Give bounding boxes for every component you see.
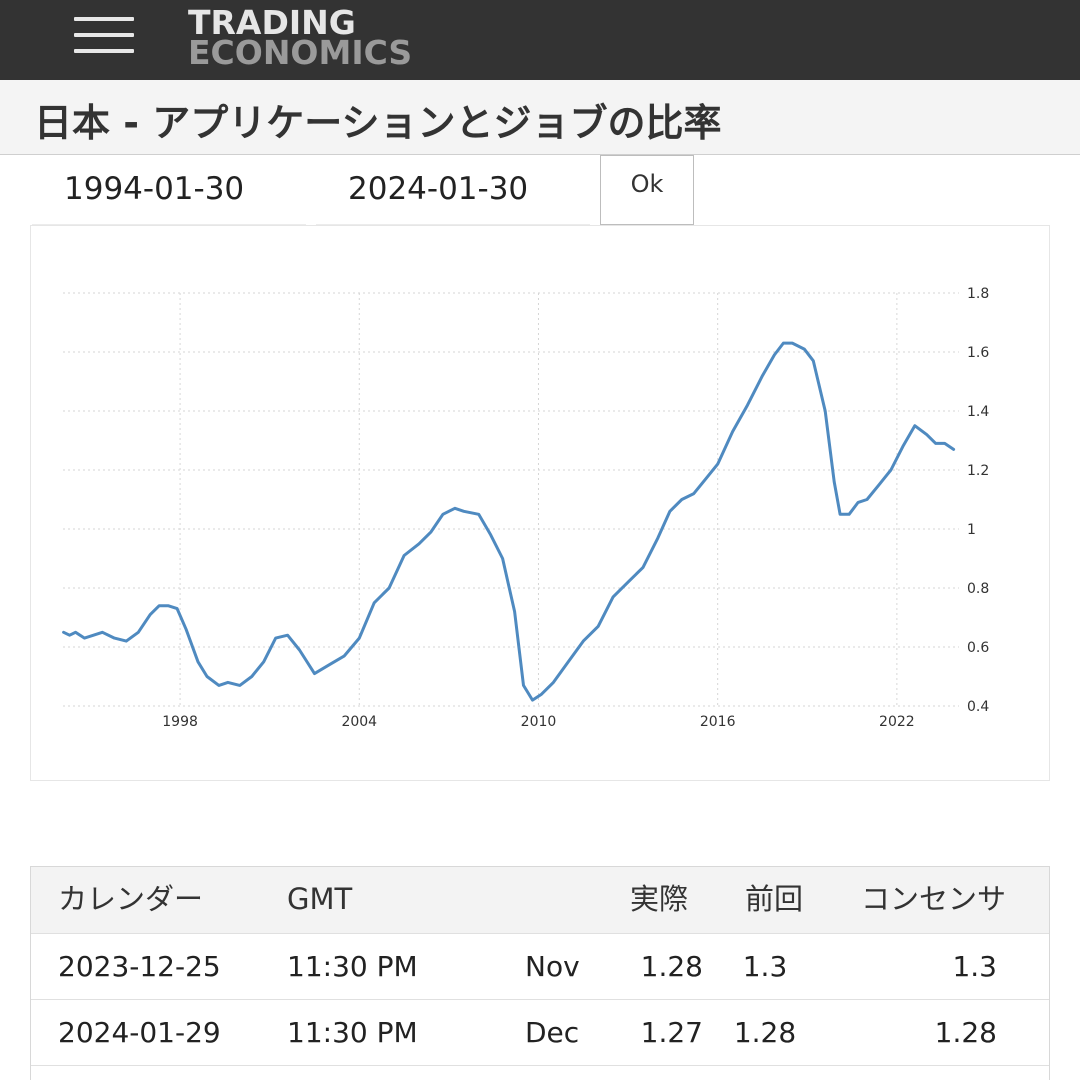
row-previous: 1.3	[742, 950, 788, 983]
row-time: 11:30 PM	[287, 950, 418, 983]
row-actual: 1.28	[640, 950, 703, 983]
y-tick-label: 1.2	[967, 463, 989, 479]
table-row-partial	[31, 1066, 1049, 1080]
page-title: 日本 - アプリケーションとジョブの比率	[34, 101, 722, 145]
x-tick-label: 2022	[879, 714, 915, 730]
header-previous: 前回	[745, 882, 804, 916]
y-tick-label: 0.6	[967, 640, 989, 656]
y-tick-label: 1.6	[967, 345, 989, 361]
header-actual: 実際	[630, 882, 689, 916]
row-time: 11:30 PM	[287, 1016, 418, 1049]
ok-button[interactable]: Ok	[600, 155, 694, 225]
end-date-input[interactable]: 2024-01-30	[316, 157, 590, 225]
chart-container: 0.4 0.6 0.8 1 1.2 1.4 1.6 1.8 1998 2004 2010 2016 20…	[30, 225, 1050, 781]
table-row: 2023-12-25 11:30 PM Nov 1.28 1.3 1.3	[31, 934, 1049, 1000]
y-tick-label: 1.4	[967, 404, 989, 420]
title-bar: 日本 - アプリケーションとジョブの比率	[0, 80, 1080, 155]
x-tick-label: 2010	[521, 714, 557, 730]
start-date-input[interactable]: 1994-01-30	[32, 157, 306, 225]
site-logo[interactable]: TRADING ECONOMICS	[188, 6, 412, 69]
header-consensus: コンセンサ	[861, 882, 1007, 916]
row-date: 2023-12-25	[58, 950, 221, 983]
calendar-header-row: カレンダー GMT 実際 前回 コンセンサ	[31, 867, 1049, 934]
row-actual: 1.27	[640, 1016, 703, 1049]
header-gmt: GMT	[287, 882, 353, 916]
y-tick-label: 1	[967, 522, 976, 538]
row-date: 2024-01-29	[58, 1016, 221, 1049]
x-tick-label: 2004	[341, 714, 377, 730]
row-reference: Nov	[525, 950, 580, 983]
y-tick-label: 0.4	[967, 699, 989, 715]
y-tick-label: 0.8	[967, 581, 989, 597]
row-consensus: 1.28	[934, 1016, 997, 1049]
header-calendar: カレンダー	[58, 882, 204, 916]
logo-line-2: ECONOMICS	[188, 33, 413, 72]
y-tick-label: 1.8	[967, 286, 989, 302]
row-previous: 1.28	[733, 1016, 797, 1049]
series-line	[62, 341, 956, 702]
x-tick-label: 2016	[700, 714, 736, 730]
row-consensus: 1.3	[952, 950, 997, 983]
table-row: 2024-01-29 11:30 PM Dec 1.27 1.28 1.28	[31, 1000, 1049, 1066]
x-tick-label: 1998	[162, 714, 198, 730]
row-reference: Dec	[525, 1016, 580, 1049]
top-navigation-bar: TRADING ECONOMICS	[0, 0, 1080, 80]
line-chart: 0.4 0.6 0.8 1 1.2 1.4 1.6 1.8 1998 2004 2010 2016 20…	[62, 286, 989, 730]
logo-line-1: TRADING	[188, 3, 356, 42]
calendar-table: カレンダー GMT 実際 前回 コンセンサ 2023-12-25 11:30 P…	[30, 866, 1050, 1080]
hamburger-menu-icon[interactable]	[74, 17, 136, 55]
